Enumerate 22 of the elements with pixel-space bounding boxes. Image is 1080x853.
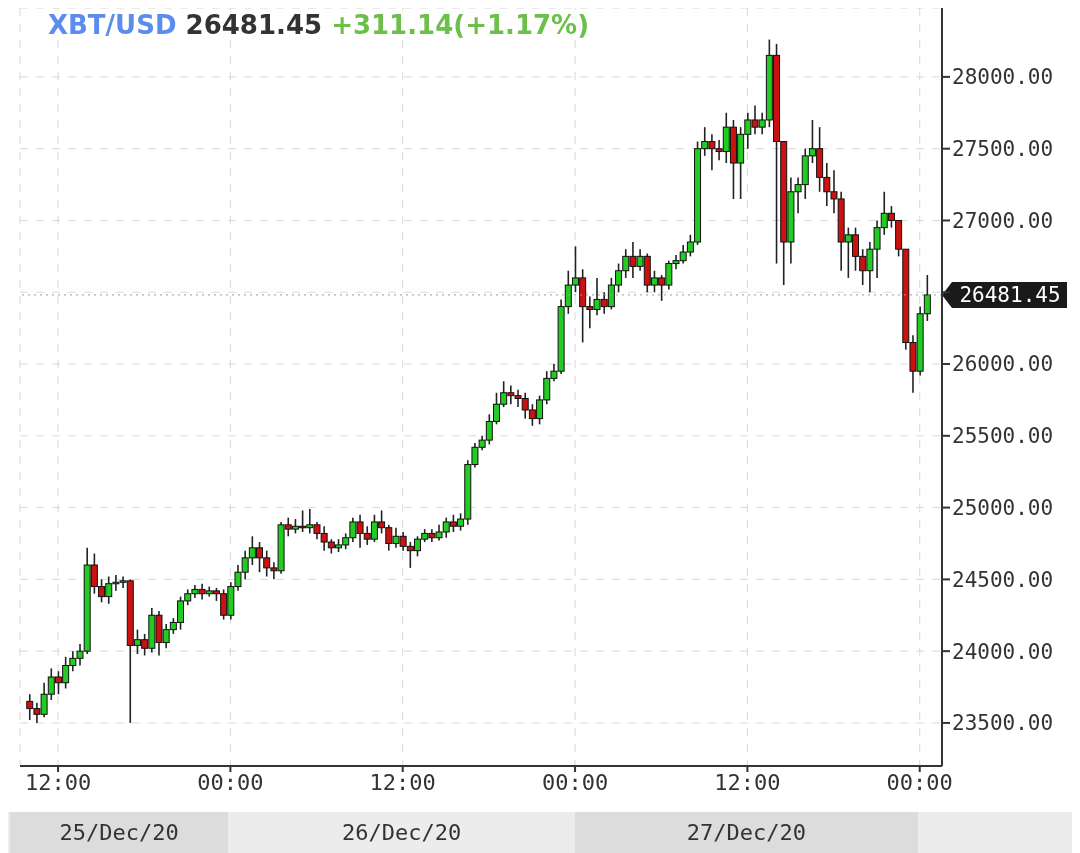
y-tick-label: 28000.00	[952, 65, 1054, 90]
y-tick-label: 27500.00	[952, 137, 1054, 162]
text: 25/Dec/20	[10, 812, 229, 853]
y-tick-label: 25500.00	[952, 424, 1054, 449]
y-tick-label: 26000.00	[952, 352, 1054, 377]
x-tick-label: 12:00	[24, 769, 92, 795]
text: 27/Dec/20	[575, 812, 918, 853]
ref-line-label: 26481.45	[959, 282, 1061, 307]
y-tick-label: 24000.00	[952, 639, 1054, 664]
x-tick-label: 12:00	[369, 769, 436, 795]
text: 26/Dec/20	[230, 812, 574, 853]
chart-subtitle: 26481.45	[185, 10, 323, 40]
y-tick-label: 27000.00	[952, 208, 1054, 233]
y-tick-label: 24500.00	[952, 567, 1054, 592]
y-tick-label: 25000.00	[952, 496, 1054, 521]
x-tick-label: 00:00	[541, 769, 609, 795]
y-tick-label: 23500.00	[952, 711, 1054, 736]
x-tick-label: 12:00	[714, 769, 781, 795]
annotation: +311.14(+1.17%)	[331, 10, 590, 40]
x-tick-label: 00:00	[197, 769, 264, 795]
chart-title: XBT/USD	[48, 10, 177, 40]
x-tick-label: 00:00	[886, 769, 953, 795]
